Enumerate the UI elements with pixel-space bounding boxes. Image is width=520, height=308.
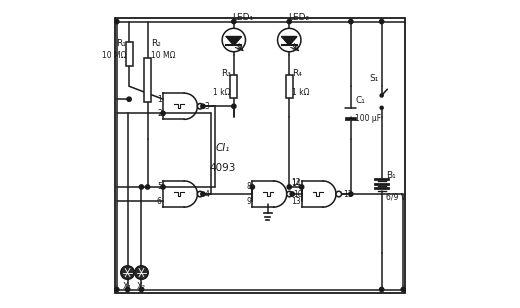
Circle shape bbox=[139, 287, 144, 292]
Circle shape bbox=[336, 191, 342, 197]
Text: 8: 8 bbox=[246, 182, 251, 192]
Circle shape bbox=[300, 185, 304, 189]
Bar bbox=[125, 42, 133, 66]
Circle shape bbox=[201, 104, 205, 108]
Circle shape bbox=[161, 111, 165, 116]
Text: 6/9 V: 6/9 V bbox=[386, 192, 406, 202]
Circle shape bbox=[380, 19, 384, 24]
Text: 9: 9 bbox=[246, 197, 251, 206]
Circle shape bbox=[135, 266, 148, 279]
Text: LED₁: LED₁ bbox=[232, 13, 253, 22]
Text: 100 μF: 100 μF bbox=[356, 114, 382, 123]
Circle shape bbox=[114, 287, 119, 292]
Text: B₁: B₁ bbox=[386, 171, 396, 180]
Text: 10 MΩ: 10 MΩ bbox=[101, 51, 126, 60]
Text: 6: 6 bbox=[157, 197, 162, 206]
Circle shape bbox=[198, 103, 203, 109]
Text: C₁: C₁ bbox=[356, 95, 366, 105]
Circle shape bbox=[232, 104, 236, 108]
Circle shape bbox=[287, 185, 291, 189]
Polygon shape bbox=[282, 37, 297, 45]
Circle shape bbox=[380, 106, 383, 109]
Text: 13: 13 bbox=[291, 197, 301, 206]
Text: 1: 1 bbox=[157, 95, 162, 104]
Polygon shape bbox=[226, 37, 241, 45]
Text: X₁: X₁ bbox=[123, 282, 132, 291]
Circle shape bbox=[232, 19, 236, 24]
Text: R₃: R₃ bbox=[221, 69, 231, 79]
Text: R₂: R₂ bbox=[151, 38, 161, 48]
Text: 14: 14 bbox=[291, 179, 301, 188]
Circle shape bbox=[198, 191, 203, 197]
Circle shape bbox=[349, 192, 353, 196]
Text: 5: 5 bbox=[157, 182, 162, 192]
Circle shape bbox=[146, 185, 150, 189]
Bar bbox=[230, 75, 237, 98]
Text: 1 kΩ: 1 kΩ bbox=[292, 88, 310, 97]
Circle shape bbox=[139, 185, 144, 189]
Circle shape bbox=[125, 287, 129, 292]
Text: LED₂: LED₂ bbox=[288, 13, 309, 22]
Bar bbox=[115, 18, 405, 293]
Circle shape bbox=[121, 266, 134, 279]
Bar bbox=[285, 75, 293, 98]
Text: 10: 10 bbox=[293, 189, 303, 199]
Bar bbox=[144, 58, 151, 102]
Text: R₁: R₁ bbox=[116, 38, 126, 48]
Circle shape bbox=[287, 191, 292, 197]
Circle shape bbox=[380, 94, 383, 97]
Text: 10 MΩ: 10 MΩ bbox=[151, 51, 175, 60]
Text: 1 kΩ: 1 kΩ bbox=[213, 88, 231, 97]
Text: 4: 4 bbox=[204, 189, 209, 199]
Circle shape bbox=[127, 97, 131, 101]
Circle shape bbox=[290, 192, 294, 196]
Text: 11: 11 bbox=[343, 189, 352, 199]
Text: R₄: R₄ bbox=[292, 69, 302, 79]
Text: 12: 12 bbox=[291, 178, 301, 187]
Text: 2: 2 bbox=[157, 109, 162, 118]
Circle shape bbox=[380, 287, 384, 292]
Circle shape bbox=[201, 192, 205, 196]
Text: 4093: 4093 bbox=[210, 163, 236, 173]
Circle shape bbox=[278, 28, 301, 52]
Bar bbox=[345, 117, 356, 120]
Circle shape bbox=[349, 19, 353, 24]
Text: X₂: X₂ bbox=[137, 282, 146, 291]
Text: S₁: S₁ bbox=[369, 74, 379, 83]
Circle shape bbox=[250, 185, 254, 189]
Circle shape bbox=[161, 185, 165, 189]
Text: 3: 3 bbox=[204, 102, 209, 111]
Circle shape bbox=[114, 19, 119, 24]
Circle shape bbox=[401, 287, 406, 292]
Circle shape bbox=[287, 19, 291, 24]
Circle shape bbox=[222, 28, 245, 52]
Text: CI₁: CI₁ bbox=[216, 143, 230, 153]
